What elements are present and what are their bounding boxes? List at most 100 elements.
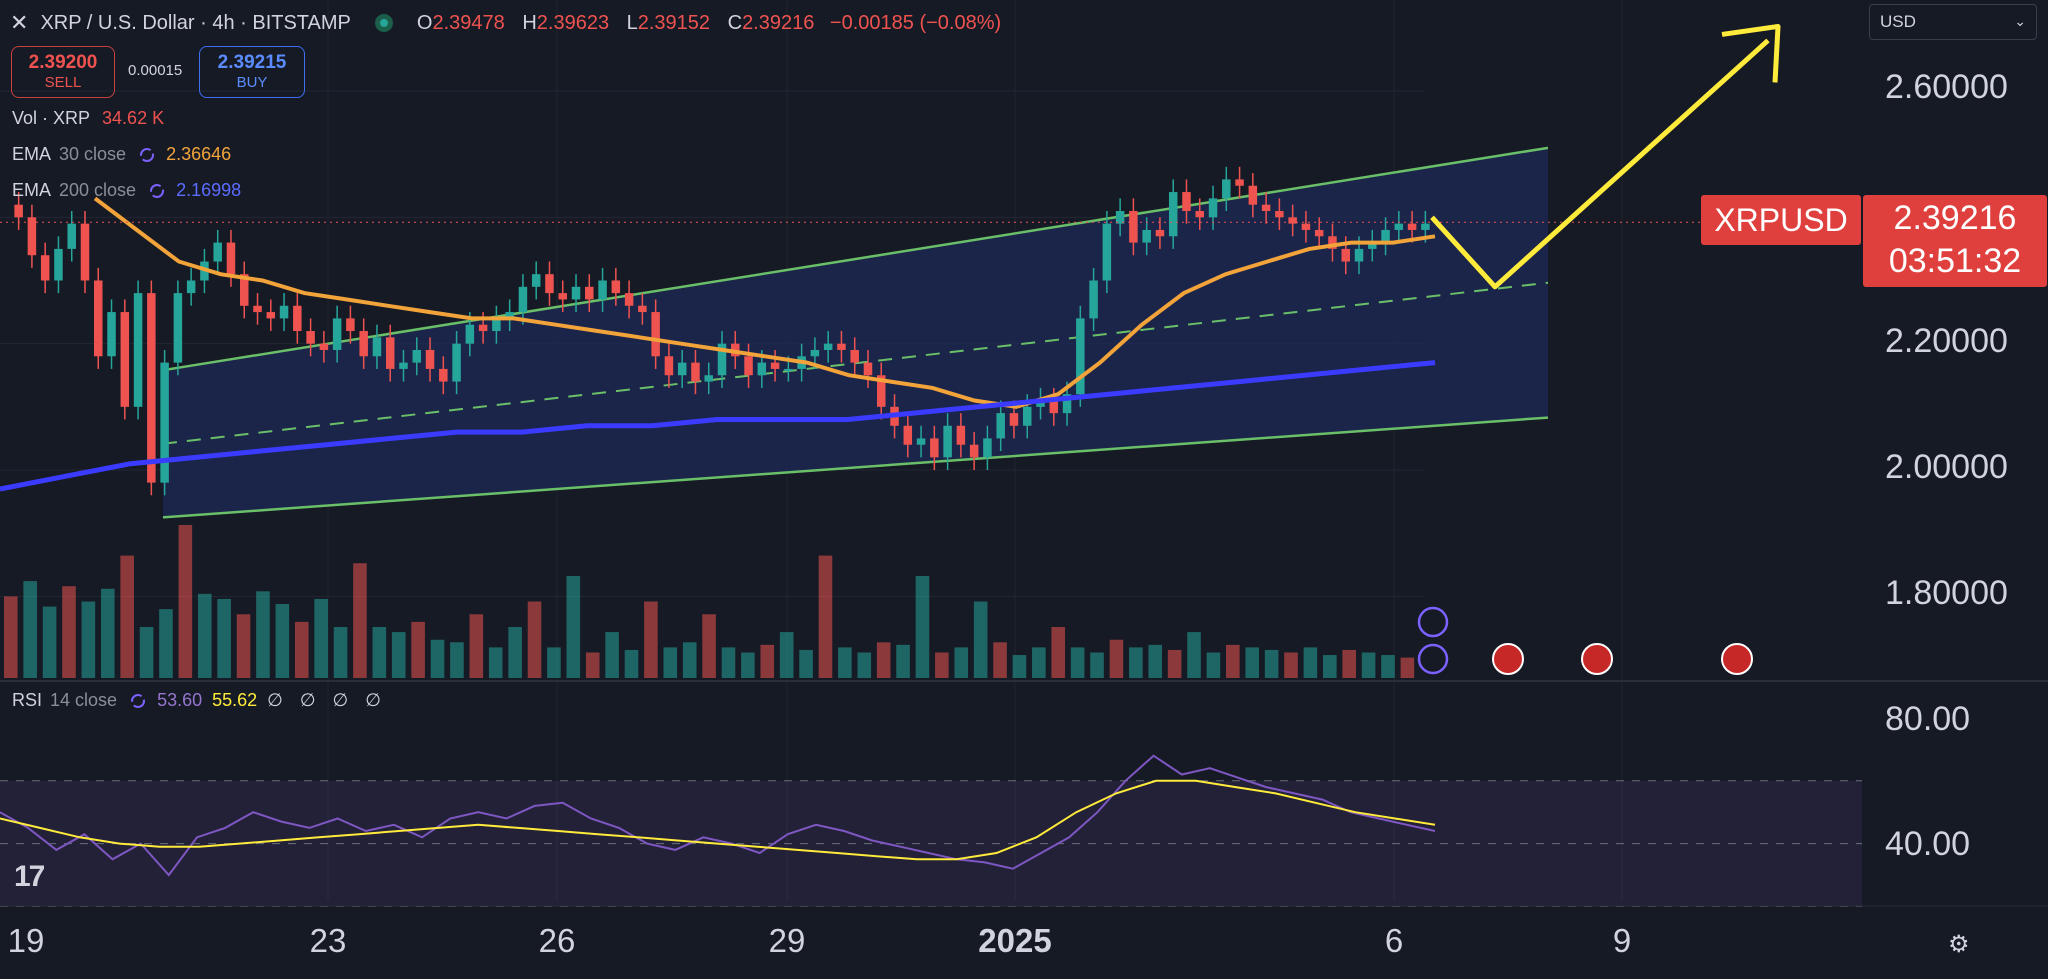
buy-price: 2.39215 bbox=[217, 52, 287, 73]
ohlc-h-label: H bbox=[522, 11, 537, 34]
candle-body bbox=[425, 349, 435, 369]
candle-body bbox=[571, 286, 581, 300]
candle-body bbox=[1288, 217, 1297, 224]
volume-bar bbox=[372, 627, 387, 678]
candle-body bbox=[412, 349, 422, 363]
candle-body bbox=[1062, 394, 1072, 414]
ema200-legend[interactable]: EMA 200 close 2.16998 bbox=[12, 180, 241, 201]
candle-body bbox=[1341, 248, 1350, 262]
candle-body bbox=[558, 293, 567, 300]
candle-body bbox=[1222, 179, 1231, 199]
volume-bar bbox=[1284, 652, 1298, 678]
currency-select[interactable]: USD ⌄ bbox=[1869, 4, 2037, 40]
candle-body bbox=[14, 204, 23, 218]
volume-bar bbox=[1381, 655, 1395, 678]
indicator-cycle-icon[interactable] bbox=[148, 182, 166, 200]
candle-body bbox=[1168, 192, 1178, 237]
candle-body bbox=[863, 362, 873, 376]
volume-bar bbox=[450, 642, 464, 678]
indicator-cycle-icon[interactable] bbox=[129, 692, 147, 710]
ema30-legend[interactable]: EMA 30 close 2.36646 bbox=[12, 144, 231, 165]
candle-body bbox=[173, 293, 183, 363]
volume-bar bbox=[217, 598, 231, 678]
candle-body bbox=[810, 349, 820, 357]
candle-body bbox=[1394, 223, 1404, 230]
candle-body bbox=[1155, 229, 1165, 237]
candle-body bbox=[823, 343, 833, 350]
volume-legend-name: Vol · XRP bbox=[12, 108, 91, 128]
candle-body bbox=[1195, 211, 1205, 218]
buy-button[interactable]: 2.39215 BUY bbox=[199, 46, 305, 98]
last-price-tag: 2.39216 03:51:32 bbox=[1863, 195, 2047, 287]
volume-bar bbox=[236, 614, 251, 678]
ema30-legend-value: 2.36646 bbox=[166, 144, 232, 164]
time-axis-label: 2025 bbox=[978, 922, 1052, 959]
candle-body bbox=[1381, 229, 1390, 243]
volume-bar bbox=[1032, 647, 1046, 678]
candle-body bbox=[1076, 318, 1085, 395]
rsi-legend[interactable]: RSI 14 close 53.60 55.62 ∅ ∅ ∅ ∅ bbox=[12, 690, 387, 711]
volume-bar bbox=[159, 609, 173, 678]
candle-body bbox=[465, 324, 475, 344]
volume-bar bbox=[1264, 649, 1279, 678]
ohlc-open: 2.39478 bbox=[432, 11, 505, 34]
volume-bar bbox=[1109, 639, 1124, 678]
volume-bar bbox=[1206, 652, 1221, 678]
close-icon[interactable]: ✕ bbox=[10, 10, 29, 35]
candle-body bbox=[1235, 179, 1244, 186]
volume-bar bbox=[779, 632, 794, 678]
candle-body bbox=[850, 349, 859, 363]
volume-bar bbox=[935, 652, 949, 678]
candle-body bbox=[346, 318, 355, 332]
indicator-cycle-icon[interactable] bbox=[138, 146, 156, 164]
candle-body bbox=[133, 293, 143, 407]
volume-bar bbox=[585, 652, 600, 678]
symbol-title[interactable]: XRP / U.S. Dollar · 4h · BITSTAMP bbox=[40, 11, 351, 34]
ohlc-close: 2.39216 bbox=[742, 11, 815, 34]
symbol-header: ✕ XRP / U.S. Dollar · 4h · BITSTAMP O2.3… bbox=[10, 8, 1001, 38]
candle-body bbox=[770, 362, 780, 369]
volume-bar bbox=[547, 647, 561, 678]
candle-body bbox=[505, 312, 514, 319]
volume-bar bbox=[702, 614, 716, 678]
volume-bar bbox=[256, 591, 270, 678]
volume-bar bbox=[488, 647, 503, 678]
candle-body bbox=[757, 362, 767, 376]
tradingview-logo[interactable]: 17 bbox=[14, 860, 45, 893]
candle-body bbox=[744, 356, 753, 376]
volume-bar bbox=[411, 621, 425, 678]
price-axis-label: 2.60000 bbox=[1885, 68, 2008, 106]
candle-body bbox=[704, 375, 713, 382]
volume-bar bbox=[1245, 647, 1260, 678]
candle-body bbox=[147, 293, 156, 483]
candle-body bbox=[585, 286, 594, 300]
candle-body bbox=[226, 242, 236, 275]
volume-bar bbox=[1400, 657, 1415, 678]
candle-body bbox=[1009, 413, 1019, 426]
channel-fill bbox=[163, 147, 1548, 518]
candle-body bbox=[120, 312, 130, 407]
projection-arrow bbox=[1430, 38, 1770, 290]
volume-bar bbox=[62, 586, 76, 678]
candle-body bbox=[1328, 236, 1337, 249]
candle-body bbox=[877, 375, 886, 407]
ohlc-o-label: O bbox=[416, 11, 433, 34]
ema200-legend-params: 200 close bbox=[59, 180, 137, 200]
volume-legend[interactable]: Vol · XRP 34.62 K bbox=[12, 108, 164, 129]
candle-body bbox=[54, 248, 63, 281]
volume-bar bbox=[508, 627, 522, 678]
candle-body bbox=[385, 337, 395, 369]
projection-arrowhead bbox=[1721, 23, 1781, 83]
currency-select-value: USD bbox=[1880, 12, 1916, 31]
candle-body bbox=[1407, 223, 1417, 230]
sell-button[interactable]: 2.39200 SELL bbox=[11, 46, 115, 98]
ema30-line bbox=[93, 196, 1436, 409]
candle-body bbox=[784, 368, 793, 371]
volume-bar bbox=[314, 598, 328, 678]
volume-bar bbox=[275, 604, 290, 678]
candle-body bbox=[94, 280, 103, 357]
rsi-axis-label: 80.00 bbox=[1885, 700, 1971, 738]
candle-body bbox=[903, 425, 913, 445]
settings-icon[interactable]: ⚙ bbox=[1948, 931, 1970, 958]
